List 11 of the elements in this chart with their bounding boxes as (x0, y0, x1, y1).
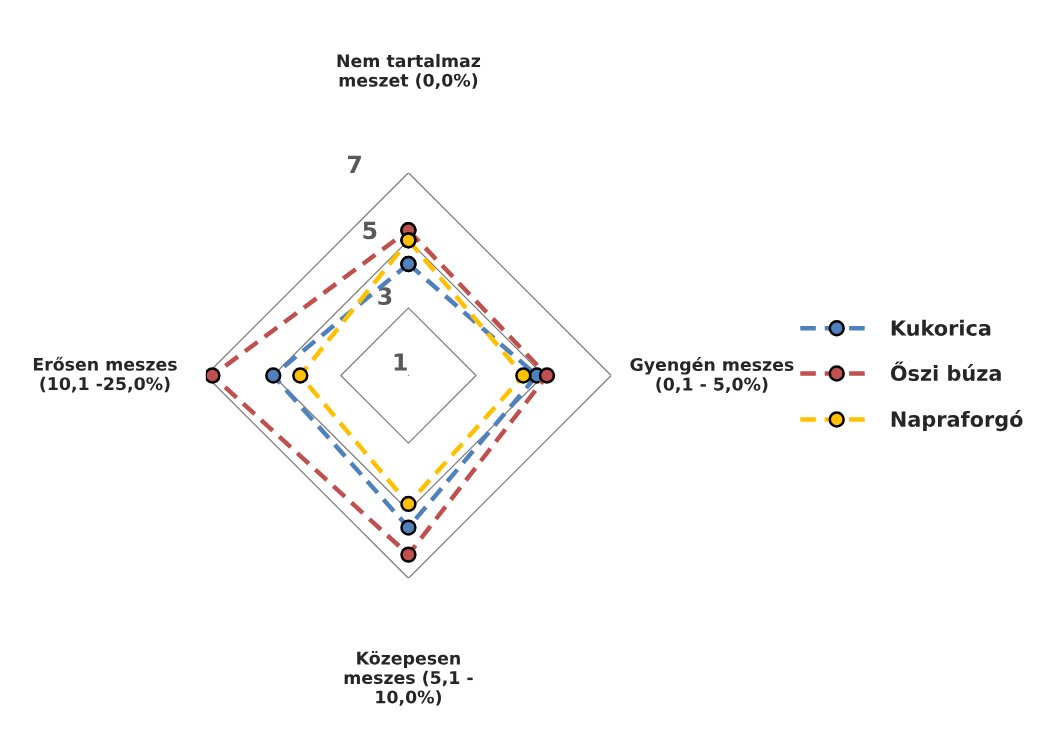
spoke-label: Nem tartalmaz meszet (0,0%) (337, 53, 481, 90)
legend-label: Kukorica (891, 319, 991, 336)
y-tick-label: 7 (347, 155, 361, 174)
legend-label: Napraforgó (891, 410, 1023, 432)
spoke-label: Erősen meszes (10,1 -25,0%) (33, 356, 177, 393)
y-tick-label: 3 (378, 287, 392, 306)
spoke-label: Közepesen meszes (5,1 - 10,0%) (344, 651, 473, 706)
y-tick-label: 1 (394, 353, 407, 371)
legend-label: Őszi búza (890, 361, 1001, 382)
spoke-label: Gyengén meszes (0,1 - 5,0%) (630, 356, 794, 393)
y-tick-label: 5 (363, 221, 377, 240)
